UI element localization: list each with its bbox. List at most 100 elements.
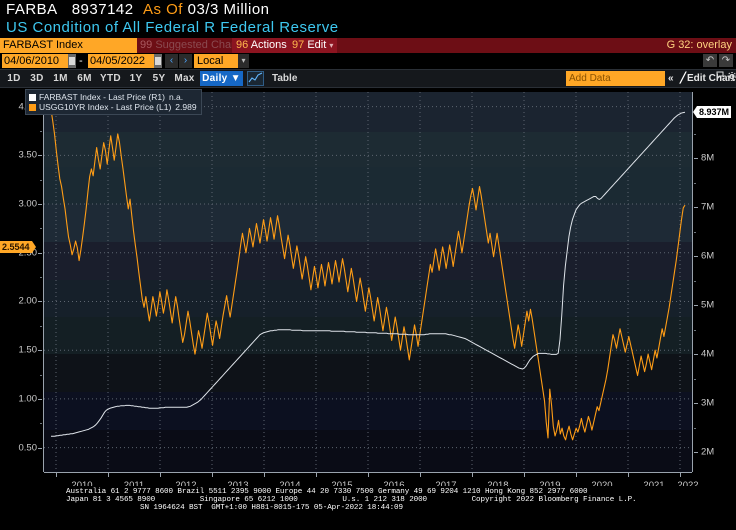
add-data-input[interactable]: Add Data [566,71,665,86]
x-axis-tick [680,473,681,477]
x-axis-tick-label: 2019 [539,480,560,491]
x-axis-tick-label: 2010 [71,480,92,491]
chart-series-line [51,111,686,437]
footer: Australia 61 2 9777 8600 Brazil 5511 239… [0,486,736,530]
redo-button[interactable]: ↷ [719,54,733,67]
x-axis-tick-label: 2011 [124,480,144,491]
x-axis: 2010 2011 2012 2013 2014 2015 2016 2017 2018 2019… [44,472,699,494]
suggested-charts-label: Suggested Charts [155,39,244,51]
left-axis-minor-tick [40,277,42,279]
x-axis-tick-label: 2022 [677,480,698,491]
footer-line-2: Japan 81 3 4565 8900 Singapore 65 6212 1… [66,496,637,504]
right-axis-tick [694,452,698,454]
left-axis-tick [38,155,42,157]
actions-number: 96 [236,39,249,51]
range-5y[interactable]: 5Y [152,73,166,84]
x-axis-tick-label: 2015 [331,480,352,491]
legend-item[interactable]: FARBAST Index - Last Price (R1) n.a. [29,92,197,102]
actions-menu[interactable]: 96 Actions ▾ [232,38,298,53]
left-axis-tick [38,350,42,352]
header-as-of-value: 03/3 Million [187,1,270,18]
x-axis-tick [420,473,421,477]
table-view-button[interactable]: Table [272,73,298,84]
header-description: US Condition of All Federal R Federal Re… [6,19,339,36]
left-axis-tick [38,252,42,254]
header-ticker: FARBA [6,1,58,18]
line-chart-icon[interactable] [247,71,264,86]
chart-legend[interactable]: FARBAST Index - Last Price (R1) n.a. USG… [25,89,202,115]
chart-plot-area[interactable] [44,92,692,472]
right-axis-tick-label: 6M [701,250,715,262]
left-axis-tick [38,398,42,400]
right-axis-tick-label: 3M [701,397,715,409]
x-axis-tick-label: 2012 [175,480,196,491]
left-axis-tick-label: 1.50 [18,344,38,356]
x-axis-tick-label: 2017 [435,480,456,491]
right-axis-tick [694,305,698,307]
end-date-input[interactable]: 04/05/2022 [88,54,154,68]
right-axis-tick-label: 5M [701,299,715,311]
chart-background-band [44,167,692,204]
left-axis-minor-tick [40,228,42,230]
currency-chevron-down-icon[interactable]: ▾ [238,54,249,68]
right-axis-minor-tick [694,182,696,184]
right-axis-tick [694,207,698,209]
left-axis-current-value-badge: 2.5544 [0,241,36,254]
x-axis-tick-label: 2014 [279,480,300,491]
range-max[interactable]: Max [174,73,195,84]
x-axis-tick [472,473,473,477]
gear-icon[interactable] [727,71,736,86]
chevron-down-icon: ▼ [230,73,241,84]
start-date-input[interactable]: 04/06/2010 [2,54,68,68]
header-value: 8937142 [71,1,134,18]
screen-tag: G 32: overlay [666,39,732,51]
x-axis-tick [316,473,317,477]
legend-item[interactable]: USGG10YR Index - Last Price (L1) 2.989 [29,102,197,112]
x-axis-tick [56,473,57,477]
suggested-charts-menu[interactable]: 99 Suggested Charts [140,38,243,53]
header-line-1: FARBA 8937142 As Of 03/3 Million [6,1,270,18]
pencil-icon[interactable]: ╱ [680,73,687,84]
prev-period-button[interactable]: ‹ [165,54,178,68]
x-axis-tick [576,473,577,477]
chart-toolbar [0,69,736,88]
edit-number: 97 [292,39,305,51]
menu-bar [0,38,736,53]
currency-select[interactable]: Local CCY [194,54,238,81]
range-1y[interactable]: 1Y [129,73,143,84]
chart-background-band [44,392,692,430]
x-axis-tick [264,473,265,477]
right-axis-current-value-badge: 8.937M [692,106,732,119]
legend-label: USGG10YR Index - Last Price (L1) [39,102,172,112]
security-input[interactable]: FARBAST Index [0,38,137,53]
right-axis-tick-label: 7M [701,201,715,213]
annotate-icon[interactable] [716,71,726,86]
left-y-axis: 0.501.001.502.002.503.003.504.002.5544 [0,92,44,472]
edit-chart-button[interactable]: Edit Chart [687,73,735,84]
left-axis-tick-label: 3.00 [18,198,38,210]
undo-button[interactable]: ↶ [703,54,717,67]
left-axis-tick [38,447,42,449]
left-axis-tick-label: 2.00 [18,295,38,307]
left-axis-minor-tick [40,423,42,425]
next-period-button[interactable]: › [179,54,192,68]
range-1d[interactable]: 1D [7,73,21,84]
edit-menu[interactable]: 97 Edit ▾ [288,38,338,53]
end-date-calendar-icon[interactable] [154,54,162,68]
period-select[interactable]: Daily ▼ [200,71,243,86]
x-axis-tick-label: 2021 [643,480,664,491]
collapse-panel-button[interactable]: « [668,73,674,84]
range-6m[interactable]: 6M [77,73,92,84]
x-axis-tick [524,473,525,477]
range-ytd[interactable]: YTD [100,73,121,84]
range-3d[interactable]: 3D [30,73,44,84]
right-axis-tick [694,354,698,356]
range-1m[interactable]: 1M [53,73,68,84]
legend-swatch [29,93,36,101]
right-y-axis: 2M 3M 4M 5M 6M 7M 8M 8.937M [692,92,736,472]
chart-series-line [50,109,686,441]
start-date-calendar-icon[interactable] [68,54,76,68]
left-axis-minor-tick [40,130,42,132]
right-axis-minor-tick [694,133,696,135]
